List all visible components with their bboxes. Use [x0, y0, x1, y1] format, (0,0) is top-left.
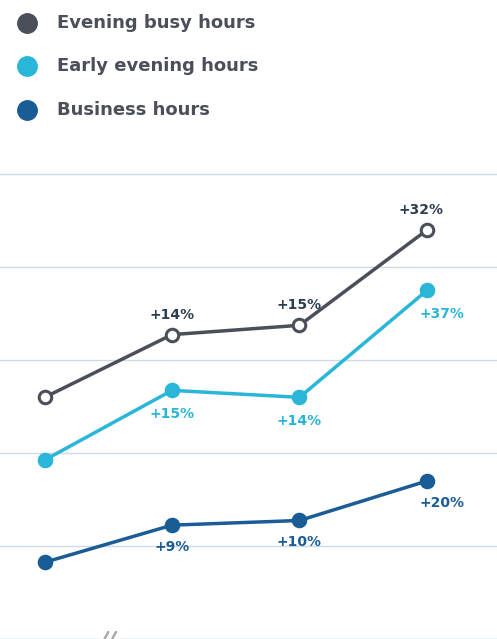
- Text: +14%: +14%: [277, 413, 322, 427]
- Text: Early evening hours: Early evening hours: [57, 58, 258, 75]
- Text: +15%: +15%: [277, 298, 322, 312]
- Text: +10%: +10%: [277, 535, 322, 550]
- Text: +14%: +14%: [150, 307, 195, 321]
- Text: +15%: +15%: [150, 406, 195, 420]
- Text: +20%: +20%: [419, 496, 465, 510]
- Text: +32%: +32%: [398, 203, 443, 217]
- Text: +37%: +37%: [420, 307, 465, 321]
- Text: Evening busy hours: Evening busy hours: [57, 14, 255, 32]
- Text: +9%: +9%: [155, 540, 190, 554]
- Text: Business hours: Business hours: [57, 101, 210, 119]
